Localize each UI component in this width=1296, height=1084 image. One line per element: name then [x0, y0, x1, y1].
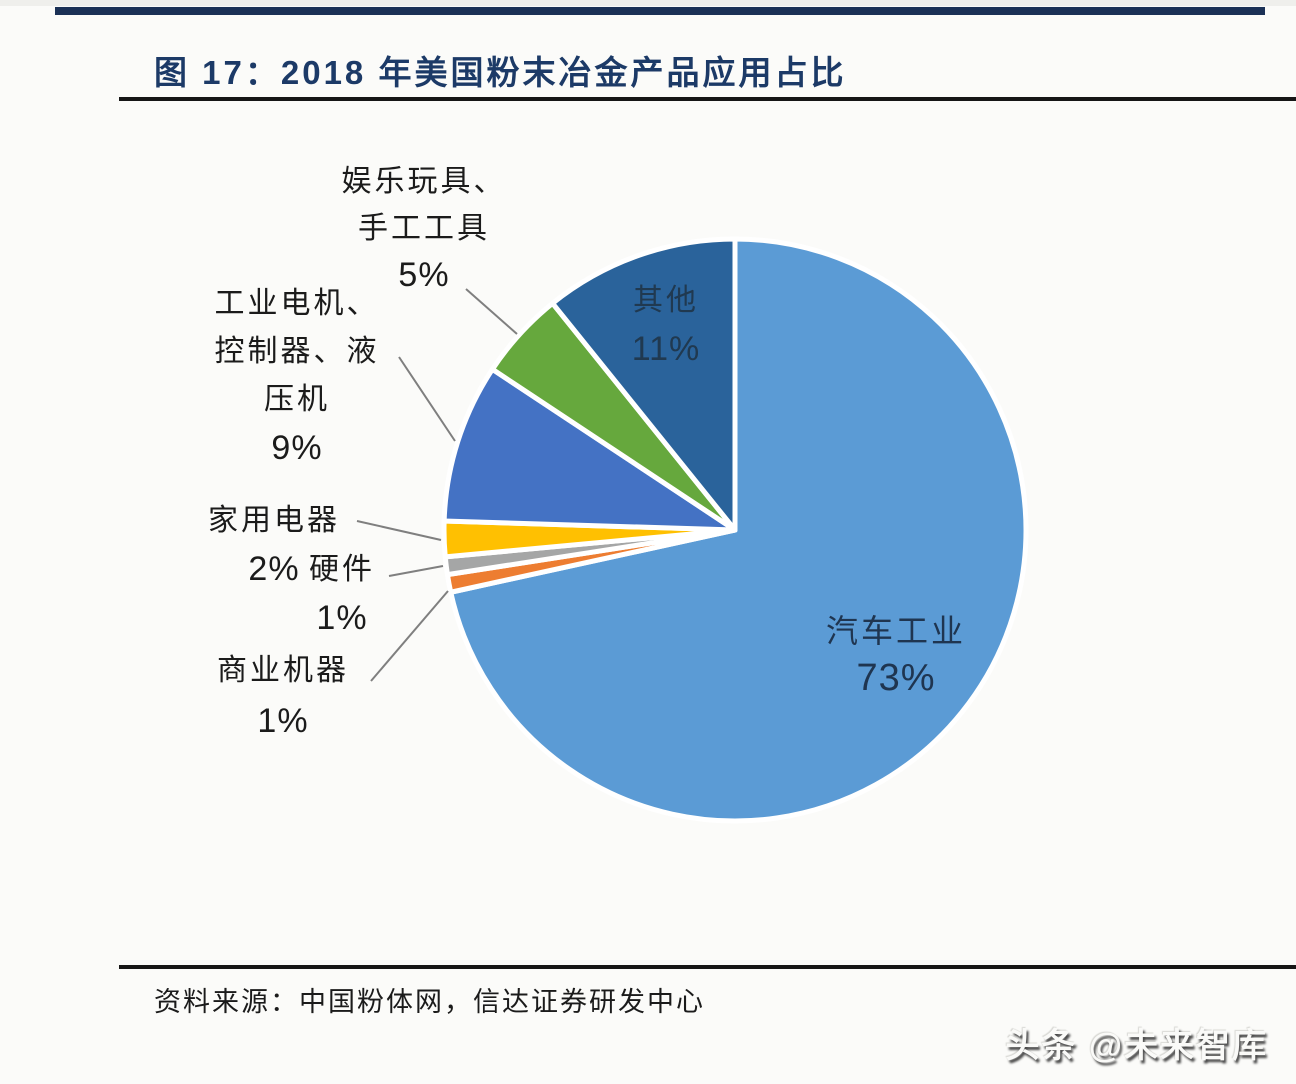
label-other-name: 其他	[633, 284, 699, 317]
leader-line-industrial	[398, 356, 456, 442]
pie-slice-industrial-motors	[441, 366, 738, 533]
label-hardware: 硬件 1%	[309, 545, 375, 643]
leader-line-hardware	[388, 565, 444, 577]
label-auto-value: 73%	[856, 657, 936, 699]
label-industrial-value: 9%	[271, 429, 323, 467]
header-accent-bar	[55, 7, 1265, 15]
label-industrial-line1: 工业电机、	[214, 287, 380, 320]
label-toys-tools: 娱乐玩具、 手工工具 5%	[342, 158, 507, 299]
label-toys-value: 5%	[398, 256, 450, 294]
label-hardware-value: 1%	[316, 599, 368, 637]
label-commercial-name: 商业机器	[217, 654, 349, 687]
top-strip	[0, 0, 1296, 6]
leader-line-appliances	[356, 520, 442, 541]
label-home-appliances: 家用电器 2%	[208, 496, 340, 594]
label-industrial-motors: 工业电机、 控制器、液 压机 9%	[215, 280, 380, 472]
label-toys-line2: 手工工具	[358, 212, 490, 245]
label-auto-name: 汽车工业	[825, 613, 967, 649]
pie-slice-auto-industry	[448, 236, 1029, 824]
label-industrial-line3: 压机	[264, 383, 330, 416]
label-industrial-line2: 控制器、液	[214, 335, 380, 368]
label-toys-line1: 娱乐玩具、	[341, 165, 507, 198]
label-other-value: 11%	[631, 330, 701, 368]
label-commercial-machines: 商业机器 1%	[217, 646, 349, 746]
label-appliances-value: 2%	[248, 550, 300, 588]
watermark-text: 头条 @未来智库	[1005, 1027, 1268, 1065]
label-commercial-value: 1%	[257, 702, 309, 740]
figure-title: 图 17：2018 年美国粉末冶金产品应用占比	[154, 54, 847, 91]
pie-slice-other	[550, 236, 738, 533]
pie-slices-group	[441, 236, 1029, 824]
label-auto-industry: 汽车工业 73%	[826, 608, 966, 702]
title-divider	[119, 97, 1296, 101]
label-appliances-name: 家用电器	[208, 504, 340, 537]
label-hardware-name: 硬件	[309, 553, 375, 586]
footer-divider	[119, 965, 1296, 969]
leader-line-commercial	[370, 590, 449, 682]
source-text: 资料来源：中国粉体网，信达证券研发中心	[154, 987, 705, 1017]
leader-line-toys	[465, 288, 518, 335]
label-other: 其他 11%	[632, 277, 701, 373]
